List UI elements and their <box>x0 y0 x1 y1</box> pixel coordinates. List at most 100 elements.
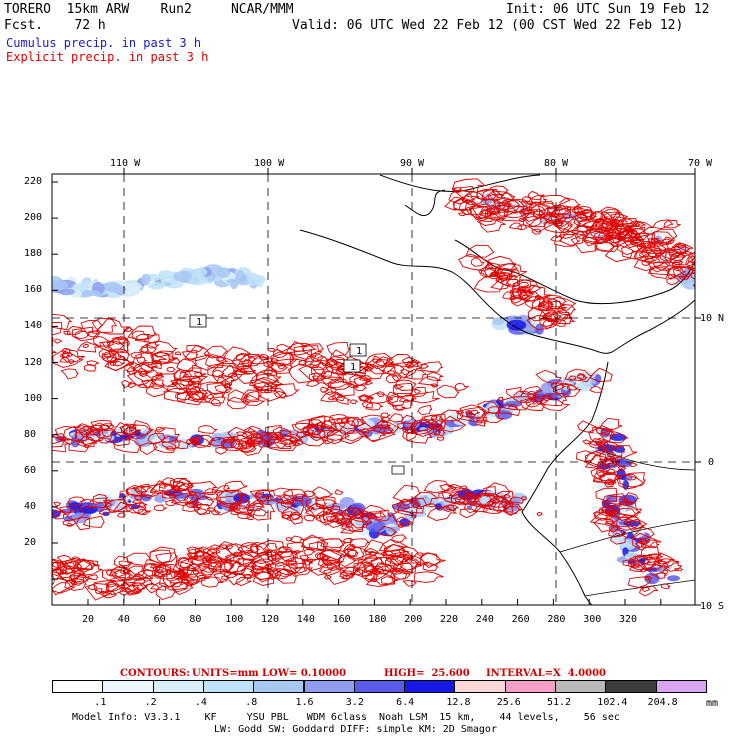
precip-cell <box>158 439 170 445</box>
precip-contour <box>154 565 169 578</box>
precip-contour <box>504 278 520 288</box>
box-label: 1 <box>350 362 356 373</box>
precip-contour <box>211 369 225 378</box>
precip-contour <box>559 197 582 212</box>
south-america-coast <box>521 361 609 605</box>
precip-contour <box>274 546 294 558</box>
y-tick-label: 40 <box>24 500 37 512</box>
precip-contour <box>84 583 110 601</box>
precip-contour <box>260 387 287 402</box>
precip-contour <box>61 351 74 358</box>
precip-contour <box>132 486 158 497</box>
precip-contour <box>56 554 74 564</box>
precip-cell <box>248 279 259 286</box>
precip-contour <box>137 569 154 580</box>
precip-contour <box>98 508 111 516</box>
precip-contour <box>178 567 189 574</box>
precip-contour <box>596 218 621 232</box>
precip-contour <box>322 512 346 528</box>
precip-contour <box>398 394 417 403</box>
precip-contour <box>298 363 327 382</box>
precip-contour <box>271 550 295 567</box>
precip-contour <box>319 547 343 563</box>
precip-contour <box>59 356 71 363</box>
precip-contour <box>194 503 211 516</box>
precip-contour <box>654 247 663 252</box>
precip-contour <box>226 437 235 442</box>
precip-contour <box>383 549 401 561</box>
precip-contour <box>92 493 108 504</box>
precip-contour <box>422 561 440 572</box>
precip-contour <box>240 543 273 558</box>
precip-contour <box>112 501 135 513</box>
precip-contour <box>304 504 315 512</box>
precip-contour <box>321 559 333 567</box>
precip-contour <box>187 481 218 495</box>
precip-contour <box>575 230 589 240</box>
precip-contour <box>610 213 629 221</box>
precip-contour <box>109 576 127 588</box>
precip-contour <box>173 368 193 382</box>
x-tick-label: 300 <box>583 614 602 625</box>
precip-contour <box>306 558 314 563</box>
precip-cell <box>644 573 660 585</box>
colorbar-label: 25.6 <box>496 697 521 708</box>
x-tick-label: 140 <box>296 614 315 625</box>
precip-contour <box>82 343 90 348</box>
precip-contour <box>338 430 370 445</box>
precip-contour <box>166 366 177 373</box>
precip-contour <box>521 385 543 396</box>
precip-contour <box>320 376 350 389</box>
precip-contour <box>245 502 276 521</box>
colorbar-swatch <box>102 680 154 693</box>
precip-contour <box>587 441 603 449</box>
precip-contour <box>507 403 518 411</box>
precip-contour <box>531 298 552 312</box>
precip-contour <box>118 560 132 567</box>
interval-label: INTERVAL=X 4.0000 <box>486 668 606 679</box>
precip-contour <box>149 351 177 365</box>
precip-contour <box>186 563 202 572</box>
precip-contour <box>138 361 159 372</box>
precip-contour <box>305 503 326 517</box>
precip-contour <box>423 414 445 425</box>
precip-contour <box>618 225 647 242</box>
precip-contour <box>315 499 338 509</box>
precip-contour <box>54 338 64 344</box>
precip-contour <box>121 379 134 389</box>
precip-contour <box>52 576 77 596</box>
precip-contour <box>599 417 623 432</box>
precip-contour <box>257 549 285 567</box>
precip-contour <box>59 569 68 576</box>
precip-contour <box>52 313 73 331</box>
precip-contour <box>352 568 367 576</box>
precip-contour <box>498 200 526 213</box>
precip-contour <box>288 513 304 525</box>
precip-contour <box>383 543 409 558</box>
caribbean-coast <box>404 189 695 305</box>
precip-contour <box>628 564 645 573</box>
precip-contour <box>188 386 209 401</box>
precip-contour <box>453 199 477 212</box>
precip-contour <box>69 572 88 583</box>
precip-contour <box>624 518 636 525</box>
precip-contour <box>287 562 314 576</box>
precip-contour <box>594 238 616 252</box>
precip-cell <box>667 575 680 582</box>
precip-contour <box>438 409 465 422</box>
precip-contour <box>366 365 375 370</box>
precip-contour <box>473 504 492 513</box>
precip-contour <box>285 556 307 569</box>
precip-contour <box>256 540 290 556</box>
precip-contour <box>531 194 548 205</box>
precip-contour <box>370 577 378 582</box>
precip-contour <box>621 217 642 227</box>
precip-contour <box>672 260 684 266</box>
precip-contour <box>517 224 528 231</box>
precip-contour <box>155 373 165 380</box>
precip-contour <box>91 317 118 333</box>
precip-contour <box>409 555 430 569</box>
precip-contour <box>203 488 219 496</box>
x-tick-label: 160 <box>332 614 351 625</box>
precip-contour <box>175 570 188 577</box>
